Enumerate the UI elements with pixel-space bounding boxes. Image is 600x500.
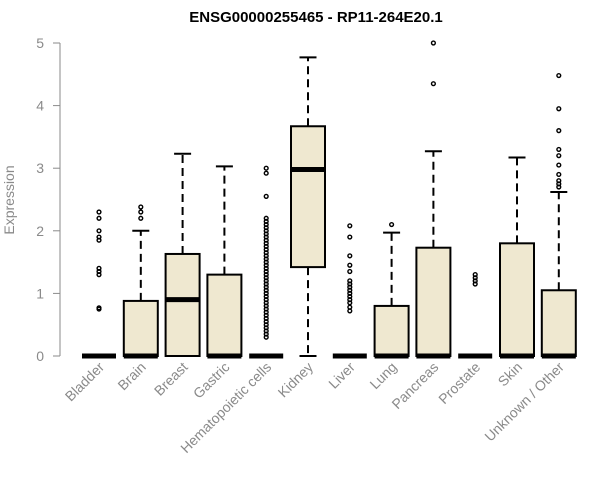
outlier-point bbox=[556, 162, 562, 168]
outlier-point bbox=[263, 193, 269, 199]
boxes-group bbox=[82, 40, 577, 359]
x-tick-label: Bladder bbox=[62, 359, 108, 405]
outlier-point bbox=[556, 128, 562, 134]
outlier-point bbox=[96, 215, 102, 221]
outlier-point bbox=[263, 215, 269, 221]
outlier-point bbox=[472, 272, 478, 278]
outlier-point bbox=[138, 204, 144, 210]
y-tick-label: 3 bbox=[36, 160, 44, 176]
outlier-point bbox=[347, 278, 353, 284]
box-prostate bbox=[458, 272, 493, 359]
x-tick-label: Kidney bbox=[275, 359, 317, 401]
box-hematopoietic-cells bbox=[249, 165, 284, 359]
x-tick-label: Liver bbox=[325, 359, 358, 392]
box-iqr bbox=[122, 299, 159, 357]
y-tick-label: 4 bbox=[36, 98, 44, 114]
y-tick-label: 2 bbox=[36, 223, 44, 239]
outlier-point bbox=[556, 72, 562, 79]
y-tick-label: 1 bbox=[36, 285, 44, 301]
box-iqr bbox=[540, 289, 577, 357]
y-axis-ticks: 0 1 2 3 4 5 bbox=[36, 35, 60, 364]
x-tick-label: Prostate bbox=[435, 359, 483, 407]
outlier-point bbox=[430, 40, 436, 46]
box-iqr bbox=[164, 252, 201, 358]
chart-title: ENSG00000255465 - RP11-264E20.1 bbox=[189, 9, 443, 26]
box-liver bbox=[332, 223, 367, 359]
box-iqr bbox=[206, 273, 243, 357]
box-iqr bbox=[415, 246, 452, 357]
box-gastric bbox=[206, 165, 243, 359]
box-iqr bbox=[290, 125, 326, 269]
box-bladder bbox=[82, 209, 116, 359]
outlier-point bbox=[556, 146, 562, 153]
outlier-point bbox=[96, 228, 102, 234]
y-tick-label: 5 bbox=[36, 35, 44, 51]
outlier-point bbox=[556, 171, 562, 178]
outlier-point bbox=[263, 170, 269, 176]
box-pancreas bbox=[415, 40, 452, 359]
box-brain bbox=[122, 204, 159, 359]
x-tick-label: Brain bbox=[114, 359, 148, 393]
y-axis-label: Expression bbox=[1, 165, 17, 234]
box-iqr bbox=[499, 242, 535, 358]
box-iqr bbox=[373, 304, 410, 358]
x-tick-label: Breast bbox=[151, 359, 191, 399]
x-tick-label: Unknown / Other bbox=[481, 359, 567, 445]
outlier-point bbox=[96, 209, 102, 215]
box-kidney bbox=[290, 56, 326, 357]
outlier-point bbox=[138, 209, 144, 215]
outlier-point bbox=[96, 265, 102, 271]
outlier-point bbox=[347, 223, 353, 229]
outlier-point bbox=[556, 153, 562, 159]
outlier-point bbox=[138, 215, 144, 221]
outlier-point bbox=[263, 165, 269, 171]
box-breast bbox=[164, 152, 201, 358]
outlier-point bbox=[389, 221, 395, 228]
outlier-point bbox=[347, 304, 353, 310]
outlier-point bbox=[347, 268, 353, 275]
outlier-point bbox=[347, 262, 353, 268]
box-unknown-other bbox=[540, 72, 577, 359]
outlier-point bbox=[96, 305, 102, 311]
outlier-point bbox=[556, 178, 562, 184]
y-tick-label: 0 bbox=[36, 348, 44, 364]
box-lung bbox=[373, 221, 410, 359]
outlier-point bbox=[556, 106, 562, 112]
outlier-point bbox=[96, 234, 102, 240]
outlier-point bbox=[430, 81, 436, 87]
outlier-point bbox=[347, 253, 353, 259]
x-tick-label: Skin bbox=[495, 359, 526, 390]
box-skin bbox=[499, 156, 535, 359]
outlier-point bbox=[347, 234, 353, 240]
x-tick-label: Lung bbox=[366, 359, 399, 392]
